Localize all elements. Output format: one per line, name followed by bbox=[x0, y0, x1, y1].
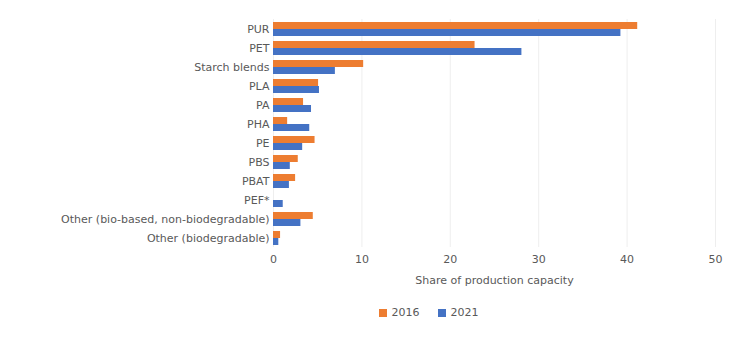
html-text:2016: 2016 bbox=[391, 306, 420, 319]
svg-text:PLA: PLA bbox=[249, 80, 270, 93]
svg-text:0: 0 bbox=[270, 253, 277, 266]
svg-text:PBAT: PBAT bbox=[242, 175, 270, 188]
svg-text:PBS: PBS bbox=[249, 156, 270, 169]
svg-text:50: 50 bbox=[709, 253, 723, 266]
svg-text:Other (bio-based, non-biodegra: Other (bio-based, non-biodegradable) bbox=[61, 213, 269, 226]
svg-text:Starch blends: Starch blends bbox=[194, 61, 270, 74]
svg-text:PHA: PHA bbox=[247, 118, 270, 131]
html-text:2021: 2021 bbox=[450, 306, 479, 319]
svg-text:PE: PE bbox=[256, 137, 270, 150]
svg-text:PUR: PUR bbox=[247, 23, 270, 36]
svg-text:40: 40 bbox=[620, 253, 634, 266]
svg-text:PET: PET bbox=[249, 42, 270, 55]
svg-text:PEF*: PEF* bbox=[244, 194, 270, 207]
svg-text:30: 30 bbox=[532, 253, 546, 266]
svg-text:10: 10 bbox=[355, 253, 369, 266]
svg-text:PA: PA bbox=[256, 99, 270, 112]
svg-text:Share of production capacity: Share of production capacity bbox=[415, 274, 574, 287]
svg-text:20: 20 bbox=[443, 253, 457, 266]
svg-text:Other (biodegradable): Other (biodegradable) bbox=[147, 232, 270, 245]
